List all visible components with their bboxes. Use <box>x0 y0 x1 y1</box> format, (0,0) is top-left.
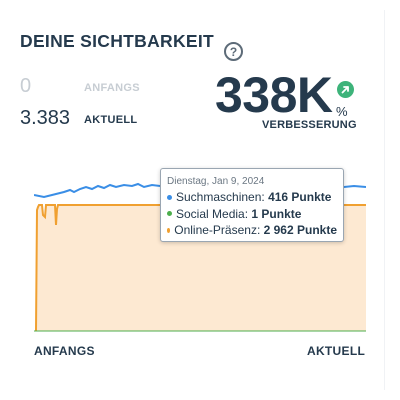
tooltip-value: 416 Punkte <box>268 190 332 204</box>
tooltip-row-search: Suchmaschinen: 416 Punkte <box>167 189 337 206</box>
improvement-label: VERBESSERUNG <box>262 119 357 131</box>
tooltip-label: Suchmaschinen: <box>176 190 265 204</box>
start-label: ANFANGS <box>84 82 140 94</box>
tooltip-label: Social Media: <box>176 206 249 221</box>
chart-tooltip: Dienstag, Jan 9, 2024 Suchmaschinen: 416… <box>160 168 344 242</box>
tooltip-value: 1 Punkte <box>251 206 302 221</box>
tooltip-label: Online-Präsenz: <box>174 223 261 237</box>
legend-dot <box>167 227 171 233</box>
legend-dot <box>167 194 172 200</box>
start-value: 0 <box>20 75 32 97</box>
x-axis-end-label: AKTUELL <box>307 344 366 358</box>
x-axis-start-label: ANFANGS <box>34 344 95 358</box>
tooltip-row-online: Online-Präsenz: 2 962 Punkte <box>167 222 337 239</box>
current-value: 3.383 <box>20 107 71 129</box>
arrow-up-right-icon <box>337 81 354 98</box>
card-title: DEINE SICHTBARKEIT <box>20 31 215 51</box>
improvement-value: 338K <box>215 67 333 123</box>
tooltip-date: Dienstag, Jan 9, 2024 <box>167 176 265 187</box>
tooltip-row-social: Social Media: 1 Punkte <box>167 206 337 223</box>
legend-dot <box>167 211 172 217</box>
question-circle-icon[interactable]: ? <box>224 42 243 61</box>
tooltip-value: 2 962 Punkte <box>263 223 337 237</box>
current-label: AKTUELL <box>84 114 138 126</box>
percent-sign: % <box>336 104 348 119</box>
